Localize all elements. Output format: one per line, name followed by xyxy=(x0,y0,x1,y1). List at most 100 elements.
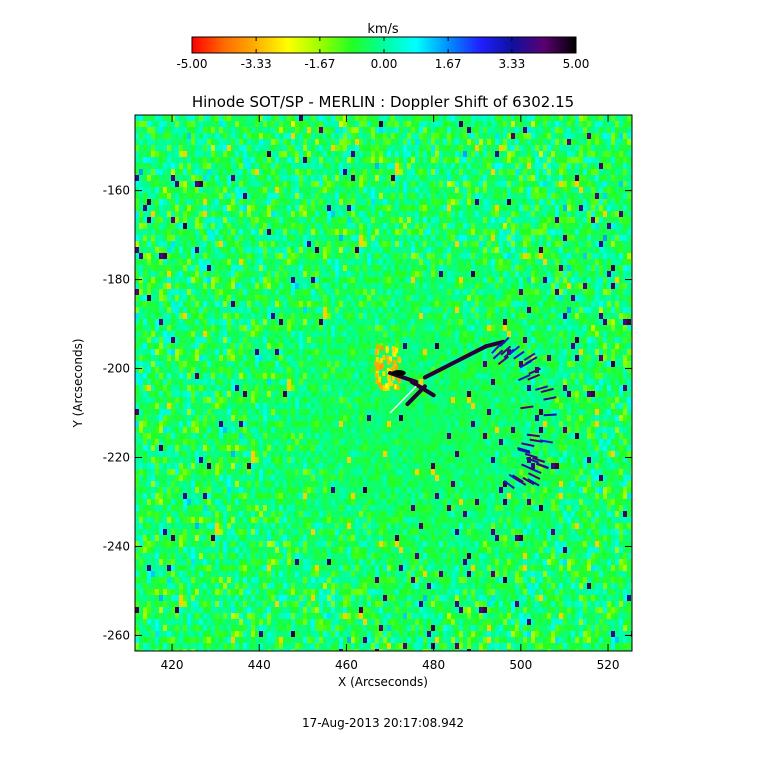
doppler-cell xyxy=(195,349,199,356)
doppler-cell xyxy=(563,259,567,265)
doppler-cell xyxy=(283,169,287,175)
doppler-cell xyxy=(463,211,467,219)
doppler-cell xyxy=(315,223,319,232)
doppler-cell xyxy=(455,181,459,191)
doppler-cell xyxy=(239,115,243,125)
doppler-cell xyxy=(443,337,447,344)
doppler-cell xyxy=(411,283,415,291)
doppler-cell xyxy=(551,229,555,238)
doppler-cell xyxy=(147,343,151,350)
doppler-cell xyxy=(271,283,275,294)
doppler-cell xyxy=(163,343,167,350)
doppler-cell xyxy=(203,241,207,249)
doppler-cell xyxy=(615,259,619,268)
doppler-cell xyxy=(475,235,479,243)
doppler-cell xyxy=(379,217,383,223)
doppler-cell xyxy=(475,205,479,216)
doppler-cell xyxy=(243,301,247,308)
doppler-cell xyxy=(183,313,187,320)
doppler-cell xyxy=(227,169,231,180)
doppler-cell xyxy=(467,265,471,274)
doppler-cell xyxy=(183,163,187,169)
doppler-cell xyxy=(543,229,547,237)
doppler-cell xyxy=(171,241,175,247)
doppler-cell xyxy=(359,169,363,175)
doppler-cell xyxy=(483,199,487,208)
doppler-cell xyxy=(267,151,271,158)
doppler-cell xyxy=(363,127,367,134)
doppler-cell xyxy=(227,145,231,153)
doppler-cell xyxy=(275,139,279,148)
doppler-cell xyxy=(527,163,531,172)
doppler-cell xyxy=(347,241,351,249)
doppler-cell xyxy=(195,145,199,155)
doppler-cell xyxy=(599,163,603,171)
doppler-cell xyxy=(555,283,559,292)
doppler-cell xyxy=(459,151,463,158)
doppler-cell xyxy=(351,229,355,238)
doppler-cell xyxy=(207,253,211,261)
doppler-cell xyxy=(523,151,527,162)
doppler-cell xyxy=(403,205,407,212)
doppler-cell xyxy=(135,241,139,252)
doppler-cell xyxy=(351,271,355,281)
doppler-cell xyxy=(427,277,431,283)
doppler-cell xyxy=(315,139,319,147)
doppler-cell xyxy=(367,151,371,158)
doppler-cell xyxy=(291,127,295,135)
doppler-cell xyxy=(247,127,251,135)
doppler-cell xyxy=(387,229,391,236)
doppler-cell xyxy=(331,289,335,297)
doppler-cell xyxy=(439,223,443,234)
doppler-cell xyxy=(391,211,395,222)
doppler-cell xyxy=(339,349,343,355)
doppler-cell xyxy=(303,139,307,146)
doppler-cell xyxy=(347,265,351,275)
doppler-cell xyxy=(319,343,323,350)
doppler-cell xyxy=(627,157,631,168)
doppler-cell xyxy=(583,121,587,129)
doppler-cell xyxy=(255,205,259,214)
doppler-cell xyxy=(419,193,423,202)
doppler-cell xyxy=(351,223,355,233)
doppler-cell xyxy=(419,199,423,210)
doppler-cell xyxy=(219,127,223,138)
doppler-cell xyxy=(459,181,463,192)
doppler-cell xyxy=(607,133,611,141)
doppler-cell xyxy=(379,325,383,331)
doppler-cell xyxy=(399,289,403,295)
doppler-cell xyxy=(383,121,387,130)
doppler-cell xyxy=(551,277,555,288)
doppler-cell xyxy=(467,199,471,207)
doppler-cell xyxy=(295,181,299,187)
doppler-cell xyxy=(623,271,627,279)
doppler-cell xyxy=(391,181,395,189)
doppler-cell xyxy=(615,283,619,293)
doppler-cell xyxy=(135,277,139,285)
doppler-cell xyxy=(571,235,575,241)
doppler-cell xyxy=(179,187,183,193)
doppler-cell xyxy=(619,121,623,132)
doppler-cell xyxy=(263,175,267,181)
doppler-cell xyxy=(615,127,619,135)
doppler-cell xyxy=(583,151,587,161)
doppler-cell xyxy=(311,349,315,355)
doppler-cell xyxy=(203,169,207,176)
doppler-cell xyxy=(615,277,619,286)
doppler-cell xyxy=(459,115,463,126)
doppler-cell xyxy=(327,187,331,195)
doppler-cell xyxy=(499,139,503,149)
doppler-cell xyxy=(367,157,371,164)
doppler-cell xyxy=(399,265,403,274)
doppler-cell xyxy=(487,169,491,178)
doppler-cell xyxy=(367,217,371,225)
doppler-cell xyxy=(139,271,143,281)
doppler-cell xyxy=(543,169,547,176)
doppler-cell xyxy=(559,133,563,141)
doppler-cell xyxy=(595,157,599,166)
doppler-cell xyxy=(463,235,467,244)
doppler-cell xyxy=(163,229,167,237)
doppler-cell xyxy=(255,223,259,233)
doppler-cell xyxy=(487,205,491,211)
doppler-cell xyxy=(199,211,203,217)
